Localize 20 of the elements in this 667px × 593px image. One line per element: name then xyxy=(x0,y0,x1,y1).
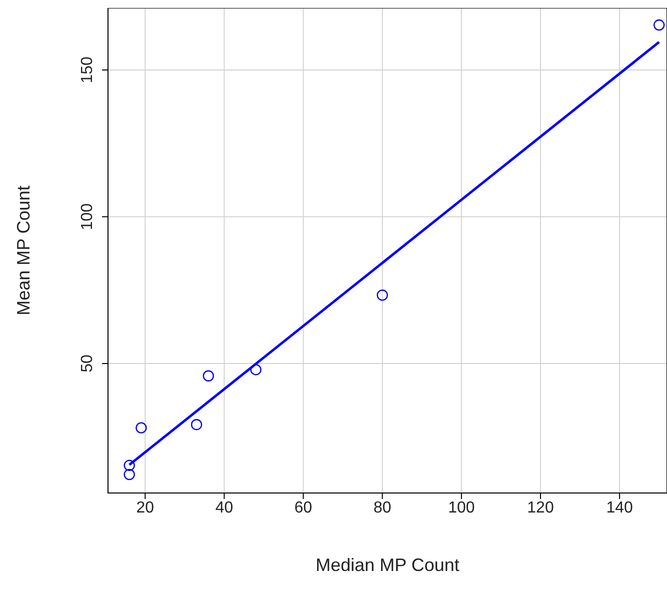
point xyxy=(124,468,135,480)
x-tick-label: 140 xyxy=(606,499,634,516)
y-tick-label: 150 xyxy=(79,56,96,84)
y-tick-label: 50 xyxy=(79,354,96,372)
point xyxy=(202,370,214,382)
x-tick-label: 100 xyxy=(448,499,475,516)
point xyxy=(250,364,262,376)
y-axis-title: Mean MP Count xyxy=(13,186,34,316)
point xyxy=(376,290,388,301)
x-tick-label: 120 xyxy=(527,499,554,516)
x-tick-label: 60 xyxy=(294,499,312,516)
point xyxy=(653,19,665,31)
x-tick-label: 20 xyxy=(136,499,154,516)
x-tick-label: 40 xyxy=(215,499,234,516)
point xyxy=(190,418,202,430)
y-tick-label: 100 xyxy=(79,203,96,230)
x-tick-label: 80 xyxy=(373,499,392,516)
point xyxy=(124,460,135,472)
point xyxy=(136,422,147,434)
x-axis-title: Median MP Count xyxy=(316,555,460,575)
